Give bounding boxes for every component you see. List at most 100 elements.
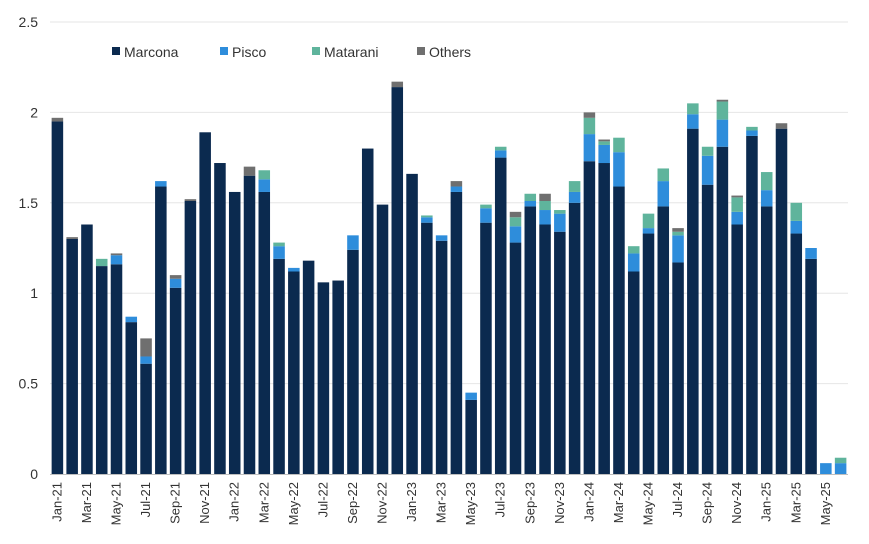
bar-segment-matarani (834, 457, 847, 464)
legend-swatch-others (417, 47, 425, 55)
bar-segment-pisco (480, 208, 492, 223)
x-tick-label: Jul-21 (138, 482, 153, 517)
bar-segment-pisco (554, 213, 566, 232)
bar-segment-matarani (642, 213, 655, 229)
bar-segment-matarani (598, 141, 610, 145)
bar-segment-marcona (125, 322, 138, 474)
x-tick-label: Jan-24 (581, 482, 596, 522)
bar-segment-marcona (273, 258, 285, 474)
x-tick-label: Sep-22 (345, 482, 360, 524)
bar-segment-pisco (258, 179, 271, 192)
bar-segment-marcona (302, 260, 315, 474)
bar-segment-pisco (347, 235, 359, 250)
bar-segment-pisco (642, 228, 655, 234)
bar-segment-marcona (228, 191, 241, 474)
bar-segment-matarani (746, 126, 758, 131)
bar-segment-pisco (687, 114, 699, 129)
bar-segment-pisco (494, 150, 507, 158)
bar-segment-marcona (524, 206, 537, 475)
bar-segment-marcona (790, 233, 803, 474)
y-tick-label: 0.5 (19, 376, 39, 392)
bar-segment-matarani (687, 103, 699, 115)
gridlines (50, 21, 848, 385)
bar-segment-matarani (480, 204, 492, 209)
bar-segment-pisco (450, 186, 463, 192)
bar-segment-others (539, 193, 551, 201)
x-tick-label: May-23 (463, 482, 478, 525)
bar-segment-pisco (465, 392, 477, 400)
bar-segment-marcona (214, 163, 226, 474)
bar-segment-marcona (184, 200, 197, 475)
y-tick-label: 1 (30, 285, 38, 301)
bar-segment-marcona (347, 249, 359, 474)
bar-segment-others (583, 112, 596, 118)
bar-segment-marcona (598, 163, 610, 474)
x-axis: Jan-21 Mar-21 May-21 Jul-21 Sep-21 Nov-21 Jan-… (49, 474, 848, 525)
bar-segment-matarani (509, 217, 522, 227)
bar-segment-marcona (657, 206, 670, 475)
bar-segment-others (598, 139, 610, 142)
bar-segment-marcona (51, 121, 64, 474)
bar-segment-matarani (672, 231, 684, 236)
bar-segment-marcona (332, 280, 344, 474)
bar-segment-marcona (110, 264, 123, 474)
bar-segment-pisco (125, 316, 138, 323)
bar-segment-pisco (273, 246, 285, 259)
bar-segment-others (51, 117, 64, 122)
bar-segment-matarani (716, 101, 729, 120)
bar-segment-matarani (701, 146, 714, 156)
bar-segment-marcona (568, 202, 581, 475)
legend-label-matarani: Matarani (324, 44, 378, 60)
bar-segment-marcona (731, 224, 743, 474)
y-tick-label: 2 (30, 104, 38, 120)
y-tick-label: 2.5 (19, 14, 39, 30)
x-tick-label: Nov-21 (197, 482, 212, 524)
bar-segment-marcona (701, 184, 714, 474)
bar-segment-others (184, 199, 197, 201)
bar-segment-matarani (613, 137, 625, 153)
bar-segment-marcona (480, 222, 492, 474)
bar-segment-others (140, 338, 152, 357)
bar-segment-pisco (731, 211, 743, 225)
bar-segment-marcona (406, 173, 418, 474)
bar-segment-pisco (169, 278, 182, 288)
bar-segment-marcona (288, 271, 300, 474)
bar-segment-others (672, 228, 684, 232)
bar-segment-marcona (687, 128, 699, 475)
x-tick-label: Sep-23 (522, 482, 537, 524)
bar-segment-pisco (820, 463, 832, 474)
bar-segment-marcona (361, 148, 374, 474)
bar-segment-marcona (775, 128, 788, 475)
bar-segment-matarani (539, 200, 551, 211)
x-tick-label: Nov-22 (375, 482, 390, 524)
x-tick-label: Sep-24 (700, 482, 715, 524)
bar-segment-marcona (81, 224, 93, 474)
bar-segment-matarani (524, 193, 537, 201)
bar-segment-matarani (583, 117, 596, 135)
legend-swatch-pisco (220, 47, 228, 55)
bar-segment-pisco (613, 152, 625, 187)
bar-segment-others (243, 166, 256, 176)
bar-segment-others (716, 99, 729, 102)
bar-segment-marcona (95, 266, 108, 474)
legend-swatch-marcona (112, 47, 120, 55)
bar-segment-marcona (805, 258, 817, 474)
bar-segment-matarani (731, 197, 743, 212)
x-tick-label: Jul-24 (670, 482, 685, 517)
bar-segment-pisco (672, 235, 684, 263)
bar-segment-matarani (421, 215, 433, 218)
x-tick-label: May-21 (109, 482, 124, 525)
x-tick-label: Nov-23 (552, 482, 567, 524)
bar-segment-pisco (435, 235, 448, 241)
bar-segment-matarani (760, 172, 773, 191)
bar-segment-marcona (465, 399, 477, 474)
y-tick-label: 1.5 (19, 195, 39, 211)
bar-segment-others (450, 181, 463, 187)
bar-segment-pisco (805, 248, 817, 259)
x-tick-label: May-25 (818, 482, 833, 525)
x-tick-label: Jan-21 (49, 482, 64, 522)
bar-segment-pisco (509, 226, 522, 243)
bar-segment-pisco (583, 134, 596, 162)
bar-segment-marcona (199, 132, 211, 475)
